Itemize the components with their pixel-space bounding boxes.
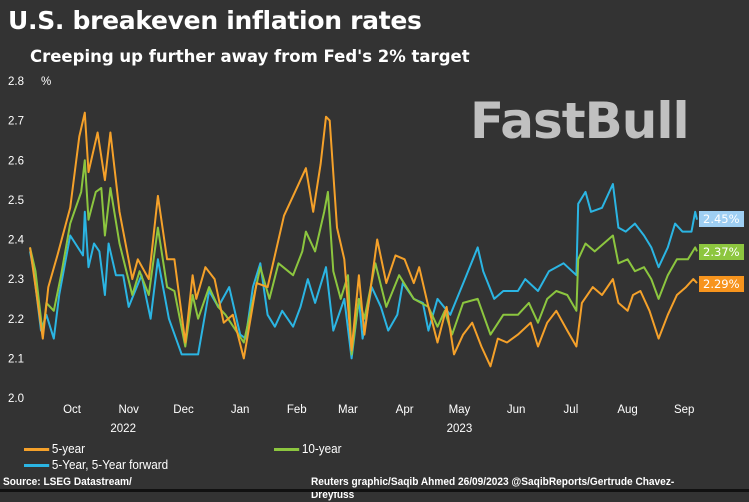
y-tick-label: 2.3: [8, 274, 24, 286]
series-line-5-year: [29, 111, 698, 368]
x-tick-label: May: [449, 404, 471, 416]
y-tick-label: 2.5: [8, 195, 24, 207]
series-line-10-year: [29, 159, 698, 356]
last-value-tag-5y5y: 2.45%: [699, 211, 744, 227]
y-tick-label: 2.7: [8, 116, 24, 128]
last-value-tag-10y: 2.37%: [699, 244, 744, 260]
chart-title: U.S. breakeven inflation rates: [8, 6, 422, 35]
last-value-tag-5y: 2.29%: [699, 276, 744, 292]
x-tick-label: Feb: [287, 404, 307, 416]
y-tick-label: 2.4: [8, 235, 25, 247]
bottom-border: [0, 489, 749, 492]
y-tick-label: 2.1: [8, 353, 24, 365]
x-tick-label: Aug: [617, 404, 637, 416]
y-axis-unit: %: [41, 76, 51, 88]
chart-subtitle: Creeping up further away from Fed's 2% t…: [30, 47, 470, 66]
legend-item-5-year: 5-year: [24, 442, 85, 456]
legend-swatch: [24, 447, 50, 451]
x-tick-label: Oct: [63, 404, 82, 416]
series-line-5-year-5-year-forward: [29, 183, 698, 360]
legend-label: 5-Year, 5-Year forward: [51, 457, 169, 472]
legend-item-5y5y-forward: 5-Year, 5-Year forward: [24, 458, 168, 472]
legend-item-10-year: 10-year: [274, 442, 342, 456]
x-tick-label: Jun: [507, 404, 526, 416]
y-tick-label: 2.0: [8, 393, 24, 405]
legend-label: 10-year: [301, 441, 342, 456]
legend-label: 5-year: [51, 441, 86, 456]
x-tick-label: Dec: [173, 404, 194, 416]
x-tick-label: Apr: [396, 404, 414, 416]
legend-swatch: [274, 447, 300, 451]
y-tick-label: 2.8: [8, 76, 24, 88]
y-tick-label: 2.6: [8, 155, 24, 167]
fastbull-watermark: FastBull: [470, 92, 690, 150]
y-tick-label: 2.2: [8, 314, 24, 326]
x-tick-label: Jan: [231, 404, 250, 416]
x-tick-label: Nov: [118, 404, 139, 416]
legend-swatch: [24, 463, 50, 467]
x-tick-label: Mar: [338, 404, 358, 416]
x-year-label: 2023: [447, 423, 473, 435]
x-year-label: 2022: [110, 423, 136, 435]
source-note: Source: LSEG Datastream/: [3, 476, 132, 488]
x-tick-label: Jul: [564, 404, 579, 416]
x-tick-label: Sep: [674, 404, 694, 416]
